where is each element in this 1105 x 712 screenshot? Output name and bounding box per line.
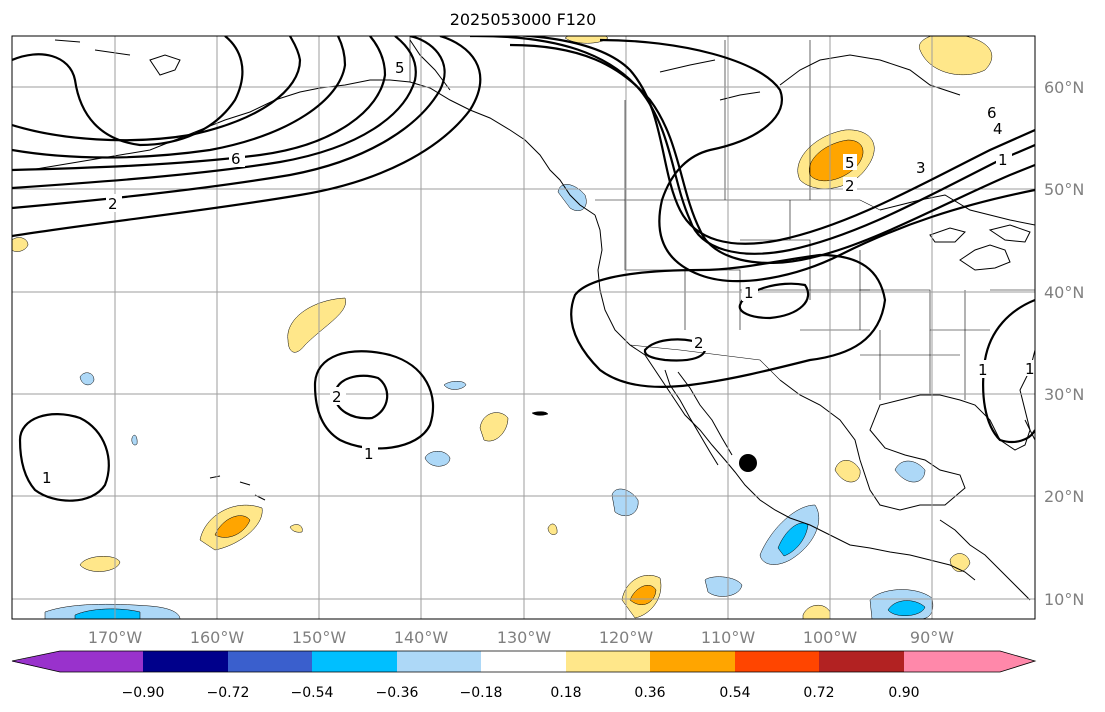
fill-positive [479, 412, 509, 442]
fill-positive [289, 524, 303, 533]
fill-positive [834, 460, 861, 483]
fill-positive [564, 36, 609, 44]
lon-label: 110°W [701, 628, 756, 647]
contour-label: 1 [364, 445, 374, 463]
contour-label: 1 [998, 151, 1008, 169]
colorbar-segment [397, 651, 481, 672]
contour-label: 1 [978, 361, 988, 379]
fill-negative [79, 372, 95, 386]
lat-label: 40°N [1044, 283, 1084, 302]
map-title: 2025053000 F120 [449, 10, 597, 29]
fill-positive [547, 523, 558, 535]
map-frame [11, 35, 1036, 620]
contour-lines [12, 36, 1035, 502]
lon-label: 150°W [292, 628, 347, 647]
lon-label: 170°W [88, 628, 143, 647]
fill-negative [704, 576, 743, 597]
lat-label: 30°N [1044, 385, 1084, 404]
colorbar-segment [481, 651, 566, 672]
colorbar-tick-label: −0.54 [291, 685, 334, 701]
lat-label: 50°N [1044, 180, 1084, 199]
gridlines [12, 36, 1035, 619]
colorbar-segment [735, 651, 819, 672]
contour-label: 5 [395, 59, 405, 77]
colorbar: −0.90 −0.72 −0.54 −0.36 −0.18 0.18 0.36 … [11, 650, 1037, 701]
longitude-labels: 170°W 160°W 150°W 140°W 130°W 120°W 110°… [88, 628, 954, 647]
colorbar-segment [312, 651, 397, 672]
latitude-labels: 60°N 50°N 40°N 30°N 20°N 10°N [1044, 78, 1084, 609]
colorbar-tick-label: −0.18 [460, 685, 503, 701]
borders [409, 36, 1035, 400]
colorbar-tick-label: −0.36 [376, 685, 419, 701]
contour-label: 4 [993, 120, 1003, 138]
fill-negative [894, 460, 926, 483]
contour-label: 3 [916, 159, 926, 177]
contour-label: 1 [1025, 360, 1035, 378]
contour-label: 2 [845, 177, 855, 195]
contour-label: 2 [694, 334, 704, 352]
colorbar-tick-label: 0.90 [888, 685, 919, 701]
fill-negative [777, 522, 809, 557]
fill-negative [443, 381, 467, 390]
fill-positive [919, 36, 993, 76]
colorbar-extension-high [1000, 651, 1035, 672]
fill-positive [287, 297, 346, 353]
fill-positive [79, 556, 121, 572]
fill-negative [887, 600, 926, 616]
fill-negative [74, 608, 141, 619]
colorbar-tick-label: 0.54 [719, 685, 750, 701]
colorbar-tick-label: −0.90 [122, 685, 165, 701]
colorbar-segments [12, 651, 1035, 672]
colorbar-segment [566, 651, 650, 672]
lon-label: 140°W [394, 628, 449, 647]
colorbar-extension-low [12, 651, 60, 672]
coastlines [29, 39, 1035, 601]
fill-positive [214, 515, 251, 538]
lon-label: 90°W [910, 628, 954, 647]
colorbar-segment [143, 651, 228, 672]
contour-label: 2 [108, 195, 118, 213]
fill-negative [131, 434, 138, 446]
colorbar-segment [228, 651, 312, 672]
fill-positive [808, 139, 864, 182]
fill-positive [629, 585, 657, 605]
colorbar-segment [60, 651, 143, 672]
lat-label: 10°N [1044, 590, 1084, 609]
colorbar-segment [650, 651, 735, 672]
contour-label: 2 [332, 388, 342, 406]
contour-label: 5 [845, 154, 855, 172]
lon-label: 100°W [803, 628, 858, 647]
contour-label: 1 [42, 469, 52, 487]
fill-negative [531, 411, 549, 416]
fill-positive [12, 237, 29, 252]
lon-label: 120°W [599, 628, 654, 647]
colorbar-tick-label: −0.72 [207, 685, 250, 701]
fill-negative [424, 451, 451, 467]
contour-labels: 1 2 6 5 1 2 1 2 1 6 4 3 1 5 [40, 58, 1035, 487]
colorbar-outline [11, 650, 1037, 673]
colorbar-tick-label: 0.36 [634, 685, 665, 701]
storm-position-marker [739, 454, 757, 472]
colorbar-segment [904, 651, 1000, 672]
contour-label: 6 [987, 104, 997, 122]
lon-label: 160°W [190, 628, 245, 647]
lon-label: 130°W [497, 628, 552, 647]
contour-label: 6 [231, 150, 241, 168]
lat-label: 60°N [1044, 78, 1084, 97]
lat-label: 20°N [1044, 487, 1084, 506]
colorbar-tick-label: 0.72 [803, 685, 834, 701]
colorbar-tick-label: 0.18 [550, 685, 581, 701]
contour-label: 1 [744, 284, 754, 302]
colorbar-tick-labels: −0.90 −0.72 −0.54 −0.36 −0.18 0.18 0.36 … [122, 685, 920, 701]
colorbar-segment [819, 651, 904, 672]
